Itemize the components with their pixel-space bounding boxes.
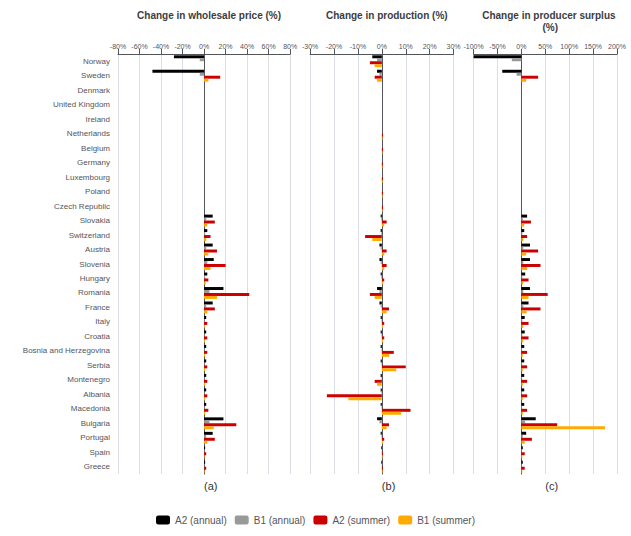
svg-text:Austria: Austria (85, 245, 110, 254)
svg-text:Denmark: Denmark (78, 86, 111, 95)
svg-text:-30%: -30% (302, 43, 318, 50)
svg-text:0%: 0% (199, 43, 209, 50)
svg-text:Belgium: Belgium (81, 144, 110, 153)
svg-text:Poland: Poland (85, 187, 110, 196)
svg-text:(b): (b) (382, 480, 395, 492)
svg-text:A2 (summer): A2 (summer) (332, 515, 390, 526)
svg-text:Czech Republic: Czech Republic (54, 202, 110, 211)
svg-text:-10%: -10% (350, 43, 366, 50)
svg-text:20%: 20% (219, 43, 233, 50)
svg-text:-50%: -50% (489, 43, 505, 50)
svg-text:France: France (85, 303, 110, 312)
svg-text:Bosnia and Herzegovina: Bosnia and Herzegovina (23, 346, 111, 355)
svg-text:Croatia: Croatia (84, 332, 110, 341)
svg-text:(a): (a) (204, 480, 217, 492)
svg-text:100%: 100% (560, 43, 578, 50)
svg-text:Germany: Germany (77, 158, 110, 167)
svg-text:10%: 10% (399, 43, 413, 50)
svg-text:Slovenia: Slovenia (79, 260, 110, 269)
svg-text:Norway: Norway (83, 57, 110, 66)
svg-text:-60%: -60% (131, 43, 147, 50)
svg-text:80%: 80% (283, 43, 297, 50)
svg-text:Change in producer surplus: Change in producer surplus (482, 10, 618, 21)
svg-text:0%: 0% (516, 43, 526, 50)
svg-text:Netherlands: Netherlands (67, 129, 110, 138)
svg-text:-80%: -80% (110, 43, 126, 50)
svg-text:150%: 150% (584, 43, 602, 50)
svg-text:Sweden: Sweden (81, 71, 110, 80)
svg-text:Bulgaria: Bulgaria (81, 419, 111, 428)
svg-text:0%: 0% (377, 43, 387, 50)
svg-text:A2 (annual): A2 (annual) (175, 515, 227, 526)
svg-text:30%: 30% (447, 43, 461, 50)
svg-text:50%: 50% (538, 43, 552, 50)
svg-text:60%: 60% (262, 43, 276, 50)
svg-text:-20%: -20% (174, 43, 190, 50)
svg-text:Greece: Greece (84, 462, 111, 471)
svg-text:B1 (annual): B1 (annual) (254, 515, 306, 526)
svg-text:Portugal: Portugal (80, 433, 110, 442)
svg-text:Switzerland: Switzerland (69, 231, 110, 240)
svg-text:United Kingdom: United Kingdom (53, 100, 110, 109)
svg-text:(%): (%) (543, 22, 559, 33)
svg-text:-40%: -40% (153, 43, 169, 50)
svg-text:Slovakia: Slovakia (80, 216, 111, 225)
svg-text:Change in production (%): Change in production (%) (326, 10, 448, 21)
svg-text:200%: 200% (608, 43, 626, 50)
svg-text:-20%: -20% (326, 43, 342, 50)
svg-text:Change in wholesale price (%): Change in wholesale price (%) (137, 10, 281, 21)
svg-text:-100%: -100% (463, 43, 483, 50)
svg-text:Ireland: Ireland (86, 115, 110, 124)
svg-text:Spain: Spain (90, 448, 110, 457)
svg-text:20%: 20% (423, 43, 437, 50)
svg-text:(c): (c) (545, 480, 558, 492)
svg-text:Montenegro: Montenegro (67, 375, 110, 384)
svg-text:Italy: Italy (95, 317, 110, 326)
svg-text:Albania: Albania (83, 390, 110, 399)
svg-text:Romania: Romania (78, 288, 111, 297)
svg-text:Serbia: Serbia (87, 361, 111, 370)
svg-text:Macedonia: Macedonia (71, 404, 111, 413)
svg-text:40%: 40% (240, 43, 254, 50)
svg-text:Luxembourg: Luxembourg (66, 173, 110, 182)
svg-text:Hungary: Hungary (80, 274, 110, 283)
svg-text:B1 (summer): B1 (summer) (417, 515, 475, 526)
